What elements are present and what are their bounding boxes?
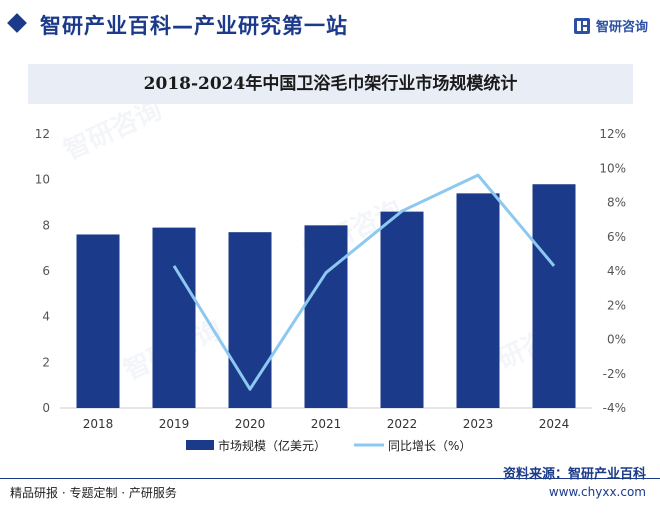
page-footer: 精品研报 · 专题定制 · 产研服务 www.chyxx.com bbox=[0, 478, 660, 516]
y-right-tick-label: 4% bbox=[607, 264, 626, 278]
x-tick-label: 2022 bbox=[387, 417, 418, 431]
bar bbox=[457, 193, 500, 408]
legend-swatch-bar bbox=[186, 440, 214, 450]
y-left-tick-label: 2 bbox=[42, 355, 50, 369]
x-tick-label: 2024 bbox=[539, 417, 570, 431]
bar bbox=[77, 234, 120, 408]
bar bbox=[153, 228, 196, 408]
footer-services: 精品研报 · 专题定制 · 产研服务 bbox=[10, 484, 177, 501]
bar bbox=[305, 225, 348, 408]
x-tick-label: 2021 bbox=[311, 417, 342, 431]
bar bbox=[533, 184, 576, 408]
legend-label-line: 同比增长（%） bbox=[388, 439, 471, 453]
y-left-tick-label: 10 bbox=[35, 173, 50, 187]
y-left-tick-label: 6 bbox=[42, 264, 50, 278]
y-right-tick-label: 10% bbox=[599, 161, 626, 175]
y-right-tick-label: 2% bbox=[607, 298, 626, 312]
y-right-tick-label: 0% bbox=[607, 333, 626, 347]
footer-url[interactable]: www.chyxx.com bbox=[549, 485, 646, 499]
x-tick-label: 2019 bbox=[159, 417, 190, 431]
y-left-tick-label: 8 bbox=[42, 218, 50, 232]
y-right-tick-label: -2% bbox=[603, 367, 626, 381]
bar bbox=[381, 212, 424, 408]
chart-area: 0 2 4 6 8 10 12 -4% -2% 0% 2% 4% 6% 8% 10% 12% 2018 2019 2… bbox=[0, 0, 660, 478]
y-right-tick-label: 6% bbox=[607, 230, 626, 244]
legend-label-bar: 市场规模（亿美元） bbox=[218, 438, 326, 453]
y-left-tick-label: 12 bbox=[35, 127, 50, 141]
x-tick-label: 2020 bbox=[235, 417, 266, 431]
y-left-tick-label: 0 bbox=[42, 401, 50, 415]
y-right-tick-label: 8% bbox=[607, 196, 626, 210]
x-tick-label: 2018 bbox=[83, 417, 114, 431]
bar bbox=[229, 232, 272, 408]
x-tick-label: 2023 bbox=[463, 417, 494, 431]
y-left-tick-label: 4 bbox=[42, 310, 50, 324]
y-right-tick-label: -4% bbox=[603, 401, 626, 415]
y-right-tick-label: 12% bbox=[599, 127, 626, 141]
